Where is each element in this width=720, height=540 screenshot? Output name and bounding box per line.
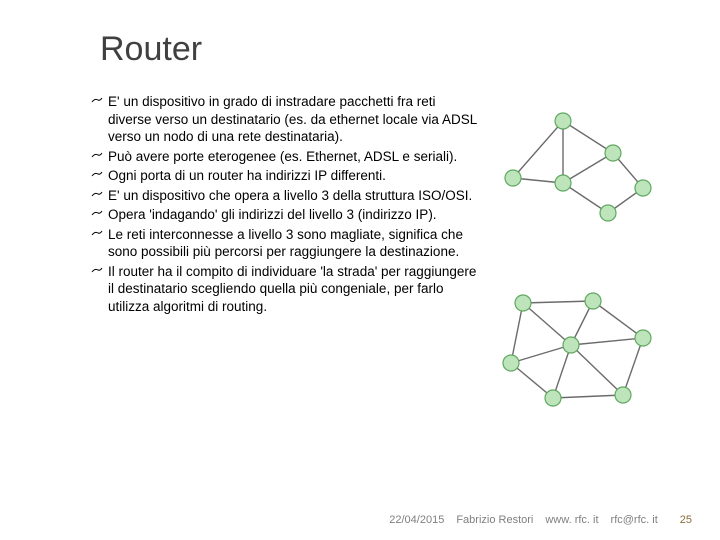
- graph-node: [503, 355, 519, 371]
- bullet-marker-icon: [90, 93, 108, 107]
- bullet-text: Le reti interconnesse a livello 3 sono m…: [108, 226, 480, 261]
- graph-node: [555, 175, 571, 191]
- graph-node: [545, 390, 561, 406]
- graph-edge: [511, 345, 571, 363]
- bullet-marker-icon: [90, 187, 108, 201]
- network-graph-bottom: [493, 283, 658, 418]
- footer-site: www. rfc. it: [545, 514, 598, 526]
- network-graph-top: [493, 103, 658, 233]
- bullet-item: E' un dispositivo che opera a livello 3 …: [90, 187, 480, 205]
- graph-node: [635, 330, 651, 346]
- bullet-text: Può avere porte eterogenee (es. Ethernet…: [108, 148, 480, 166]
- graph-node: [635, 180, 651, 196]
- bullet-text: Il router ha il compito di individuare '…: [108, 263, 480, 316]
- graph-edge: [623, 338, 643, 395]
- graph-node: [600, 205, 616, 221]
- bullet-text: E' un dispositivo in grado di instradare…: [108, 93, 480, 146]
- footer-author: Fabrizio Restori: [456, 514, 533, 526]
- bullet-marker-icon: [90, 167, 108, 181]
- graph-edge: [571, 338, 643, 345]
- bullet-marker-icon: [90, 263, 108, 277]
- graph-node: [615, 387, 631, 403]
- graph-edge: [511, 303, 523, 363]
- bullet-item: Opera 'indagando' gli indirizzi del live…: [90, 206, 480, 224]
- page-number: 25: [680, 514, 692, 526]
- footer-email: rfc@rfc. it: [611, 514, 658, 526]
- graph-edge: [563, 153, 613, 183]
- bullet-text: E' un dispositivo che opera a livello 3 …: [108, 187, 480, 205]
- graph-edge: [523, 301, 593, 303]
- diagram-column: [490, 93, 660, 418]
- page-title: Router: [100, 30, 680, 69]
- bullet-item: Ogni porta di un router ha indirizzi IP …: [90, 167, 480, 185]
- footer: 22/04/2015 Fabrizio Restori www. rfc. it…: [389, 514, 692, 526]
- graph-edge: [513, 121, 563, 178]
- footer-date: 22/04/2015: [389, 514, 444, 526]
- graph-node: [515, 295, 531, 311]
- graph-edge: [553, 395, 623, 398]
- bullet-marker-icon: [90, 148, 108, 162]
- bullet-marker-icon: [90, 206, 108, 220]
- bullet-text: Opera 'indagando' gli indirizzi del live…: [108, 206, 480, 224]
- graph-edge: [563, 121, 613, 153]
- graph-node: [605, 145, 621, 161]
- graph-edge: [593, 301, 643, 338]
- content-area: E' un dispositivo in grado di instradare…: [90, 93, 680, 418]
- bullet-marker-icon: [90, 226, 108, 240]
- bullet-item: Le reti interconnesse a livello 3 sono m…: [90, 226, 480, 261]
- graph-node: [555, 113, 571, 129]
- bullet-item: E' un dispositivo in grado di instradare…: [90, 93, 480, 146]
- slide: Router E' un dispositivo in grado di ins…: [0, 0, 720, 540]
- bullet-column: E' un dispositivo in grado di instradare…: [90, 93, 480, 418]
- bullet-text: Ogni porta di un router ha indirizzi IP …: [108, 167, 480, 185]
- bullet-item: Può avere porte eterogenee (es. Ethernet…: [90, 148, 480, 166]
- graph-node: [585, 293, 601, 309]
- graph-edge: [523, 303, 571, 345]
- graph-node: [563, 337, 579, 353]
- graph-node: [505, 170, 521, 186]
- bullet-item: Il router ha il compito di individuare '…: [90, 263, 480, 316]
- graph-edge: [571, 345, 623, 395]
- bullet-list: E' un dispositivo in grado di instradare…: [90, 93, 480, 316]
